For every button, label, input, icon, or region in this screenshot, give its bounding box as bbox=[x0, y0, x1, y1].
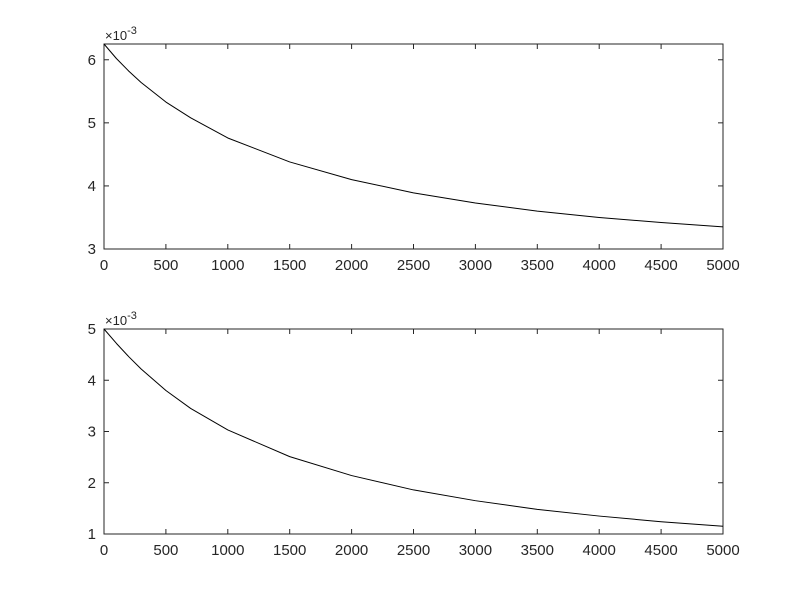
axes-box bbox=[103, 328, 724, 535]
subplot-bottom: 0 500 1000 1500 2000 2500 3000 3500 4000 4500 5000… bbox=[88, 310, 740, 559]
x-tick-label: 1000 bbox=[211, 257, 244, 274]
x-tick-label: 3000 bbox=[459, 257, 492, 274]
y-multiplier-base: ×10 bbox=[105, 28, 127, 43]
x-tick-label: 2500 bbox=[397, 257, 430, 274]
y-multiplier-base: ×10 bbox=[105, 313, 127, 328]
x-tick-label: 4500 bbox=[644, 542, 677, 559]
x-tick-label: 500 bbox=[153, 257, 178, 274]
x-tick-label: 1500 bbox=[273, 257, 306, 274]
x-tick-label: 5000 bbox=[706, 257, 739, 274]
x-tick-label: 4000 bbox=[583, 542, 616, 559]
x-tick-label: 500 bbox=[153, 542, 178, 559]
x-tick-label: 2000 bbox=[335, 257, 368, 274]
series-line bbox=[103, 43, 724, 228]
x-tick-label: 1000 bbox=[211, 542, 244, 559]
axes-box bbox=[103, 43, 724, 250]
x-tick-label: 3000 bbox=[459, 542, 492, 559]
x-tick-label: 5000 bbox=[706, 542, 739, 559]
x-tick-label: 3500 bbox=[521, 542, 554, 559]
y-tick-label: 4 bbox=[88, 178, 96, 195]
x-tick-label: 0 bbox=[100, 257, 108, 274]
x-tick-label: 2000 bbox=[335, 542, 368, 559]
x-tick-label: 4500 bbox=[644, 257, 677, 274]
y-tick-label: 5 bbox=[88, 321, 96, 338]
x-tick-label: 1500 bbox=[273, 542, 306, 559]
x-tick-label: 4000 bbox=[583, 257, 616, 274]
y-tick-label: 3 bbox=[88, 424, 96, 441]
x-tick-label: 3500 bbox=[521, 257, 554, 274]
y-tick-label: 1 bbox=[88, 526, 96, 543]
y-tick-label: 6 bbox=[88, 52, 96, 69]
y-multiplier-exponent: -3 bbox=[127, 25, 137, 37]
x-tick-label: 2500 bbox=[397, 542, 430, 559]
subplot-top: 0 500 1000 1500 2000 2500 3000 3500 4000 4500 5000… bbox=[88, 25, 740, 274]
y-tick-label: 4 bbox=[88, 372, 96, 389]
y-multiplier-exponent: -3 bbox=[127, 310, 137, 322]
y-tick-label: 3 bbox=[88, 241, 96, 258]
y-multiplier-label: ×10-3 bbox=[105, 310, 137, 328]
y-multiplier-label: ×10-3 bbox=[105, 25, 137, 43]
y-tick-label: 5 bbox=[88, 115, 96, 132]
y-tick-label: 2 bbox=[88, 475, 96, 492]
x-tick-label: 0 bbox=[100, 542, 108, 559]
series-line bbox=[103, 328, 724, 527]
